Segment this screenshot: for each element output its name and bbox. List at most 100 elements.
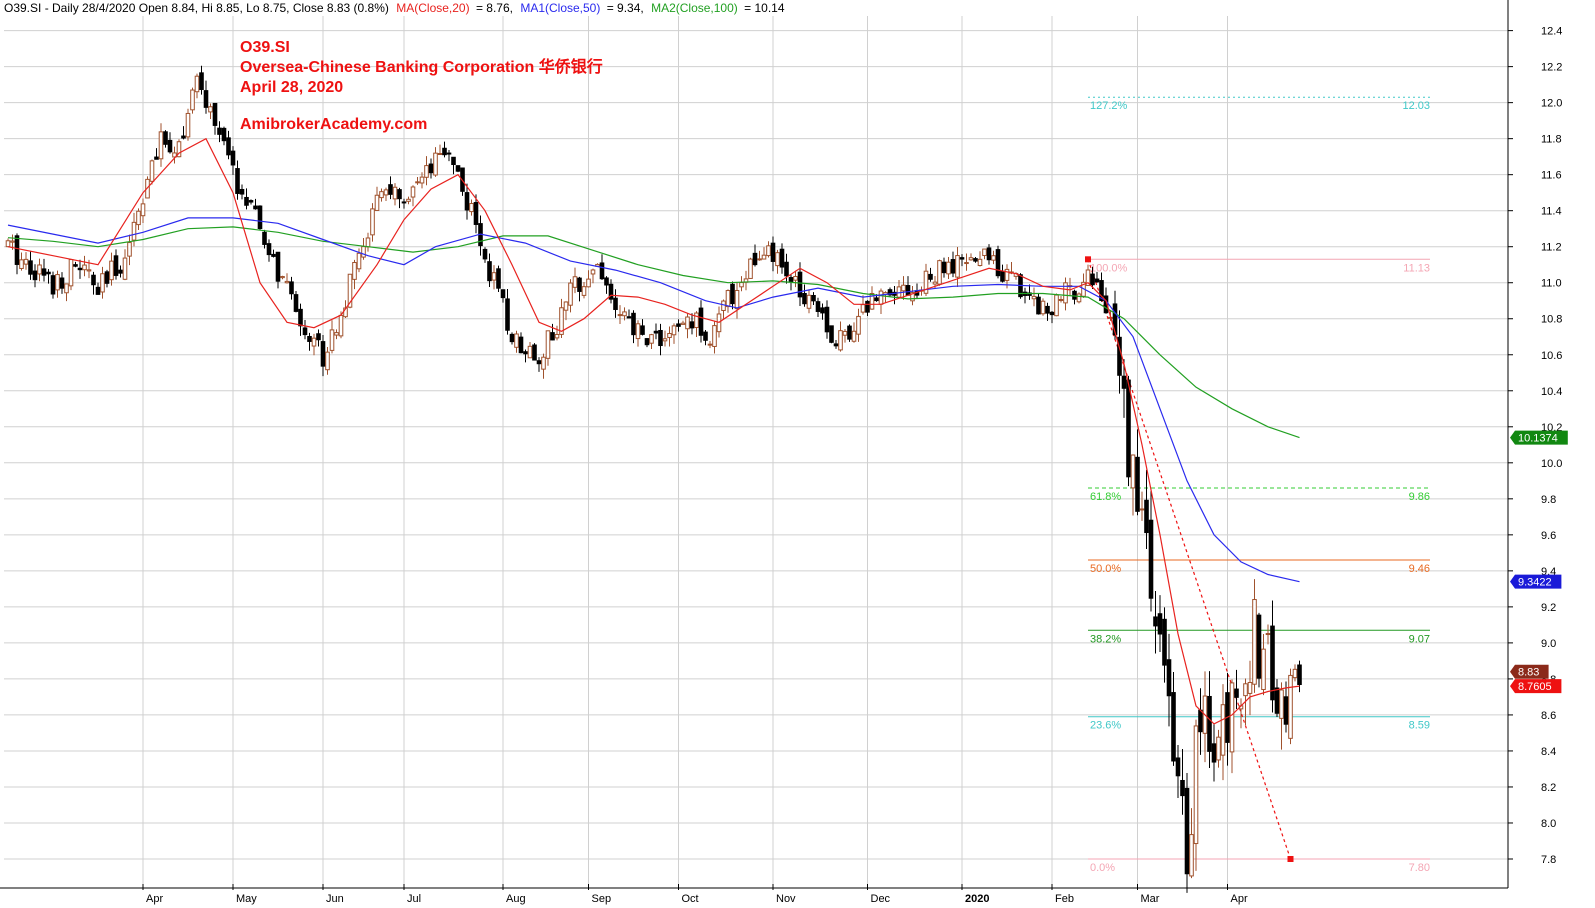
candle-body <box>334 332 339 336</box>
x-tick-label: Feb <box>1055 893 1074 905</box>
price-tag-bg <box>1510 430 1568 445</box>
candle-body <box>379 191 384 199</box>
candle-body <box>149 160 155 182</box>
candle-body <box>842 330 848 336</box>
candle-body <box>28 260 33 275</box>
candle-body <box>212 102 218 126</box>
candle-body <box>1180 779 1185 797</box>
y-tick-label: 11.8 <box>1541 134 1562 146</box>
candle-body <box>964 262 969 265</box>
candle-body <box>68 259 74 287</box>
candle-body <box>19 259 24 269</box>
candle-body <box>847 325 852 340</box>
candle-body <box>131 221 137 241</box>
candle-body <box>221 127 227 142</box>
candle-body <box>1247 681 1253 694</box>
candle-body <box>820 307 825 314</box>
candle-body <box>901 284 906 292</box>
candle-body <box>302 327 308 336</box>
candle-body <box>158 131 164 160</box>
candle-body <box>959 257 965 260</box>
candle-body <box>1189 834 1194 877</box>
candle-body <box>1099 280 1104 301</box>
candle-body <box>581 286 587 296</box>
candle-body <box>442 147 447 156</box>
candle-body <box>559 307 564 335</box>
candle-body <box>455 165 461 172</box>
header-ma100-label: MA2(Close,100) <box>651 1 738 15</box>
candle-body <box>167 139 173 153</box>
x-tick-label: Nov <box>776 893 796 905</box>
y-tick-label: 9.0 <box>1541 638 1556 650</box>
candle-body <box>1252 599 1257 685</box>
candle-body <box>937 260 942 285</box>
candle-body <box>797 271 803 298</box>
candle-body <box>23 258 29 265</box>
candle-body <box>1283 696 1289 725</box>
candle-body <box>1000 270 1005 282</box>
candle-body <box>1211 743 1217 763</box>
candle-body <box>361 246 366 258</box>
candle-body <box>653 330 659 334</box>
candle-body <box>815 301 821 312</box>
candle-body <box>770 242 776 262</box>
fib-value-label: 11.13 <box>1403 262 1430 274</box>
candle-body <box>226 137 231 156</box>
candle-body <box>244 196 249 206</box>
candle-body <box>1049 311 1055 316</box>
annotation-ticker: O39.SI <box>240 39 290 56</box>
candle-body <box>1126 379 1131 478</box>
x-tick-label: Mar <box>1141 893 1160 905</box>
candle-body <box>410 186 416 198</box>
candle-body <box>401 201 407 204</box>
candle-body <box>388 184 393 195</box>
candle-body <box>1036 296 1041 315</box>
candle-body <box>1274 687 1280 714</box>
fib-value-label: 12.03 <box>1402 100 1430 112</box>
candle-body <box>392 186 398 200</box>
candle-body <box>523 351 528 355</box>
y-tick-label: 10.6 <box>1541 350 1562 362</box>
candle-body <box>50 275 56 295</box>
fib-value-label: 8.59 <box>1409 720 1430 732</box>
fib-anchor-start <box>1085 256 1091 263</box>
header-summary: O39.SI - Daily 28/4/2020 Open 8.84, Hi 8… <box>4 1 389 15</box>
candle-body <box>172 152 177 158</box>
candle-body <box>383 189 389 196</box>
candle-body <box>829 325 834 343</box>
candle-body <box>554 333 560 339</box>
candle-body <box>604 277 609 286</box>
fib-value-label: 9.86 <box>1409 491 1430 503</box>
y-tick-label: 10.0 <box>1541 458 1562 470</box>
candle-body <box>1063 282 1068 304</box>
x-tick-label: 2020 <box>965 893 989 905</box>
candle-body <box>419 176 425 184</box>
fib-pct-label: 127.2% <box>1090 100 1128 112</box>
candle-body <box>482 248 488 260</box>
y-tick-label: 11.6 <box>1541 170 1562 182</box>
price-tag-bg <box>1510 574 1562 589</box>
candle-body <box>1153 616 1158 627</box>
candle-body <box>397 189 402 200</box>
candle-body <box>527 345 533 359</box>
candle-body <box>118 269 123 274</box>
candle-body <box>1121 375 1127 389</box>
ma20-line <box>7 137 1300 725</box>
candle-body <box>1139 508 1145 511</box>
candle-body <box>91 274 96 286</box>
candle-body <box>284 280 290 284</box>
candle-body <box>1085 269 1091 286</box>
candle-body <box>721 300 726 311</box>
candle-body <box>1040 300 1046 315</box>
candle-body <box>262 231 267 245</box>
candle-body <box>374 194 380 211</box>
candle-body <box>293 294 299 312</box>
candle-body <box>865 300 870 313</box>
candle-body <box>104 271 110 284</box>
candle-body <box>869 293 875 310</box>
header-line: O39.SI - Daily 28/4/2020 Open 8.84, Hi 8… <box>4 1 785 15</box>
candle-body <box>806 294 812 309</box>
x-tick-label: Sep <box>592 893 612 905</box>
candle-body <box>775 252 780 267</box>
candle-body <box>1270 625 1275 701</box>
